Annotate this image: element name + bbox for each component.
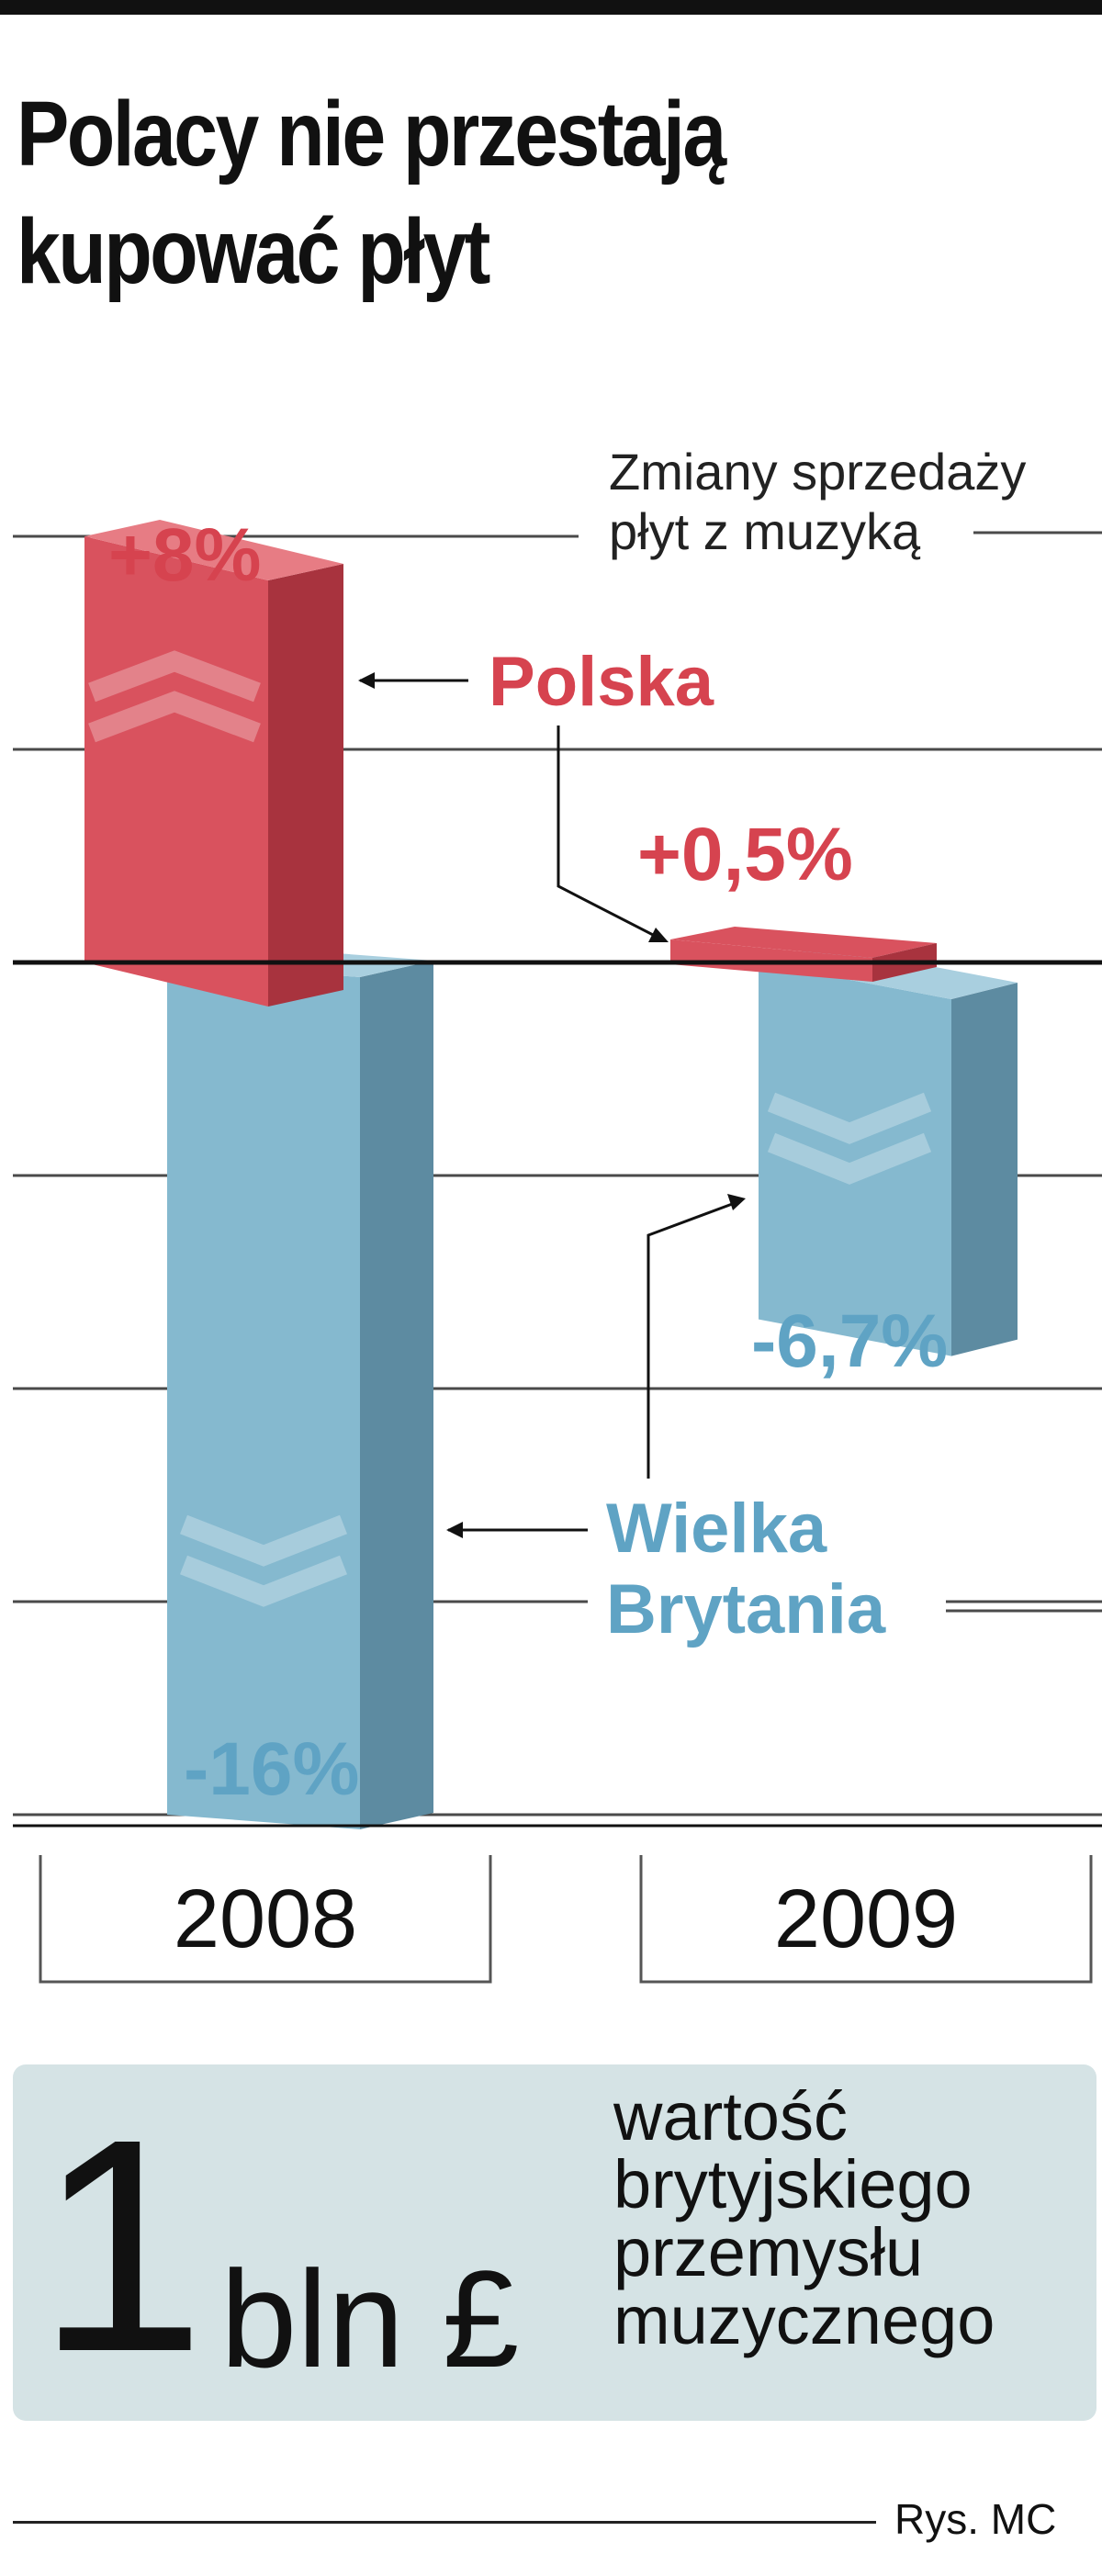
value-label-polska-2008: +8% [108,513,261,597]
series-label-uk-line: Brytania [606,1570,886,1648]
x-tick-label: 2009 [774,1873,958,1965]
chevron-icon [179,1514,348,1567]
bar-uk-2008 [167,946,433,1829]
chevron-icon [88,650,261,703]
stat-unit: bln £ [220,2242,520,2396]
stat-description-line: brytyjskiego [613,2146,973,2222]
leader-line [647,1201,736,1479]
x-tick-label: 2008 [174,1873,357,1965]
bar-top [670,927,937,958]
label-backing [588,1479,946,1653]
bar-side [360,961,433,1829]
arrow-head-icon [727,1194,746,1210]
series-label-polska: Polska [489,643,714,721]
stat-box [13,2064,1096,2421]
series-label-uk-line: Wielka [606,1490,827,1568]
arrow-head-icon [648,928,669,942]
stat-description-line: muzycznego [613,2282,995,2358]
chart-bars [84,520,1018,1829]
label-backing [478,643,753,726]
page-title: Polacy nie przestają kupować płyt [17,75,933,310]
bar-side [951,983,1018,1356]
bar-front [759,962,951,1356]
bar-front [84,536,268,1007]
bar-polska-2008-chevrons [88,650,261,743]
bar-polska-2009 [670,927,937,982]
title-line-2: kupować płyt [17,200,490,303]
stat-description: wartość brytyjskiego przemysłu muzyczneg… [613,2083,1091,2355]
leader-line [557,726,658,939]
stat-description-line: wartość [613,2078,848,2154]
top-rule [0,0,1102,15]
year-bracket [639,1855,1093,1984]
title-line-1: Polacy nie przestają [17,83,726,186]
bar-top [84,520,343,580]
chevron-icon [767,1092,932,1144]
value-label-uk-2008: -16% [184,1727,359,1811]
chevron-icon [88,691,261,743]
arrow-head-icon [446,1522,463,1538]
value-label-uk-2009: -6,7% [751,1299,948,1383]
year-bracket [39,1855,492,1984]
bar-front [167,962,360,1829]
bar-polska-2008 [84,520,343,1007]
bar-side [268,564,343,1007]
arrow-head-icon [358,672,375,689]
value-label-polska-2009: +0,5% [637,813,853,896]
chart-annotations [358,432,1102,1653]
bar-uk-2008-chevrons [179,1514,348,1607]
chart-x-axis: 2008 2009 [13,1824,1102,1984]
credit-rule [13,2521,876,2524]
stat-big-number: 1 [37,2075,205,2414]
chart-subtitle-line: Zmiany sprzedaży [609,443,1026,501]
chart-subtitle-line: płyt z muzyką [609,502,921,560]
stat-description-line: przemysłu [613,2214,924,2290]
chevron-icon [767,1132,932,1185]
chevron-icon [179,1555,348,1607]
credit: Rys. MC [894,2495,1057,2543]
bar-uk-2009-chevrons [767,1092,932,1185]
subtitle-backing [579,432,1102,569]
